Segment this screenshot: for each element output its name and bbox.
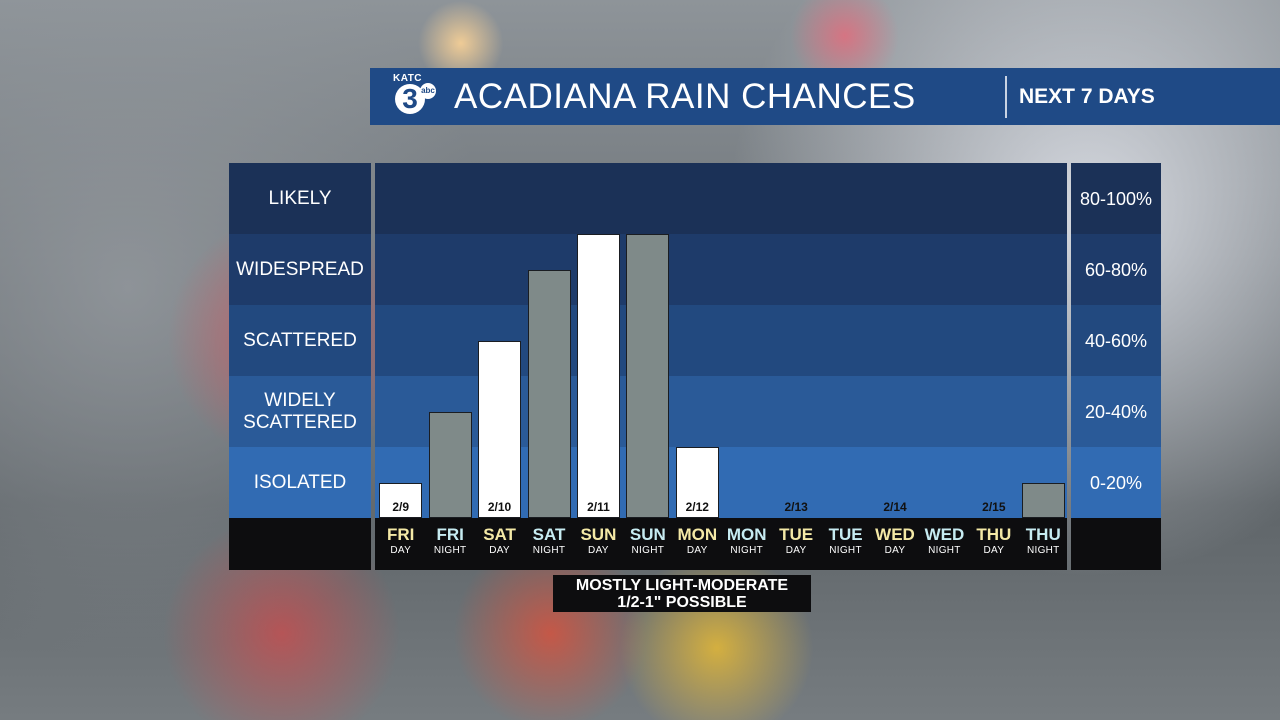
period-name: DAY: [686, 545, 708, 556]
percent-labels-panel: 80-100% 60-80% 40-60% 20-40% 0-20%: [1071, 163, 1161, 518]
day-tick-label: MON NIGHT: [723, 518, 771, 570]
network-logo: abc: [420, 83, 436, 99]
header-divider: [1005, 76, 1007, 118]
day-tick-label: TUE NIGHT: [822, 518, 870, 570]
band-isolated: [1071, 447, 1161, 518]
day-tick-label: WED DAY: [871, 518, 919, 570]
coverage-label: ISOLATED: [253, 471, 347, 493]
day-name: WED: [875, 525, 915, 544]
period-name: NIGHT: [730, 545, 763, 556]
band-scattered: [1071, 305, 1161, 376]
rainfall-note: MOSTLY LIGHT-MODERATE 1/2-1" POSSIBLE: [553, 575, 811, 612]
period-name: DAY: [983, 545, 1005, 556]
bar-fri-day: [379, 482, 423, 518]
header-bar: 3 KATC abc ACADIANA RAIN CHANCES NEXT 7 …: [370, 68, 1280, 125]
band-widespread: [1071, 234, 1161, 305]
percent-label: 40-60%: [1084, 330, 1148, 351]
bar-mon-day: [675, 447, 719, 518]
day-name: SAT: [532, 525, 566, 544]
band-widespread: [229, 234, 371, 305]
band-likely: [229, 163, 371, 234]
day-name: FRI: [387, 525, 415, 544]
date-label: 2/14: [883, 500, 907, 514]
period-name: NIGHT: [829, 545, 862, 556]
day-name: SAT: [483, 525, 516, 544]
coverage-label: LIKELY: [268, 187, 332, 209]
period-name: DAY: [489, 545, 510, 556]
date-label: 2/13: [784, 500, 808, 514]
coverage-label: WIDESPREAD: [236, 258, 364, 280]
period-name: NIGHT: [532, 545, 566, 556]
bar-thu-night: [1021, 482, 1065, 518]
day-name: MON: [726, 525, 767, 544]
day-tick-label: TUE DAY: [772, 518, 820, 570]
day-tick-label: SAT NIGHT: [525, 518, 573, 570]
band-widespread: [375, 234, 1067, 305]
period-name: NIGHT: [1026, 545, 1060, 556]
bar-sun-night: [626, 234, 670, 518]
band-widely-scattered: [1071, 376, 1161, 447]
date-label: 2/11: [587, 500, 610, 514]
day-tick-label: SUN DAY: [574, 518, 622, 570]
date-label: 2/9: [392, 500, 410, 514]
day-tick-label: THU NIGHT: [1019, 518, 1067, 570]
band-likely: [1071, 163, 1161, 234]
day-name: SUN: [580, 525, 617, 544]
period-name: DAY: [884, 545, 906, 556]
band-scattered: [229, 305, 371, 376]
bar-sat-night: [527, 269, 571, 518]
station-call-letters: KATC: [392, 73, 424, 84]
band-widely-scattered: [229, 376, 371, 447]
day-name: TUE: [828, 525, 863, 544]
chart-subtitle: NEXT 7 DAYS: [1019, 85, 1155, 108]
coverage-label: WIDELY SCATTERED: [243, 389, 357, 433]
day-name: TUE: [779, 525, 814, 544]
date-label: 2/12: [685, 500, 709, 514]
chart-title: ACADIANA RAIN CHANCES: [454, 77, 916, 116]
day-name: WED: [924, 525, 965, 544]
period-name: DAY: [588, 545, 609, 556]
day-tick-label: FRI NIGHT: [426, 518, 474, 570]
date-label: 2/10: [487, 500, 512, 514]
day-name: FRI: [436, 525, 464, 544]
coverage-label: SCATTERED: [243, 329, 357, 351]
percent-label: 80-100%: [1079, 188, 1153, 209]
bar-sun-day: [576, 234, 620, 518]
day-name: MON: [677, 525, 718, 544]
day-axis-left-spacer: [229, 518, 371, 570]
day-name: THU: [1025, 525, 1061, 544]
day-tick-label: THU DAY: [970, 518, 1018, 570]
coverage-labels-panel: LIKELY WIDESPREAD SCATTERED WIDELY SCATTERE…: [229, 163, 371, 518]
day-name: SUN: [629, 525, 666, 544]
station-logo: 3 KATC abc: [392, 73, 438, 119]
day-name: THU: [976, 525, 1012, 544]
band-isolated: [229, 447, 371, 518]
period-name: NIGHT: [928, 545, 961, 556]
bar-sat-day: [478, 340, 522, 518]
day-axis-right-spacer: [1071, 518, 1161, 570]
day-tick-label: FRI DAY: [377, 518, 425, 570]
percent-label: 0-20%: [1089, 472, 1143, 493]
band-likely: [375, 163, 1067, 234]
date-label: 2/15: [982, 500, 1006, 514]
period-name: DAY: [785, 545, 807, 556]
bar-fri-night: [428, 411, 472, 518]
day-tick-label: MON DAY: [673, 518, 721, 570]
day-tick-label: SAT DAY: [476, 518, 524, 570]
day-tick-label: WED NIGHT: [920, 518, 968, 570]
day-axis: FRI DAY FRI NIGHT SAT DAY SAT NIGHT SUN DAY SUN NIG…: [375, 518, 1067, 570]
percent-label: 60-80%: [1084, 259, 1148, 280]
chart-plot-area: 2/9 2/10 2/11 2/12 2/13 2/14 2/15: [375, 163, 1067, 518]
rainfall-note-line1: MOSTLY LIGHT-MODERATE: [575, 577, 789, 594]
day-tick-label: SUN NIGHT: [624, 518, 672, 570]
period-name: NIGHT: [433, 545, 467, 556]
period-name: DAY: [390, 545, 412, 556]
rainfall-note-line2: 1/2-1" POSSIBLE: [617, 594, 747, 611]
percent-label: 20-40%: [1084, 401, 1148, 422]
period-name: NIGHT: [631, 545, 665, 556]
